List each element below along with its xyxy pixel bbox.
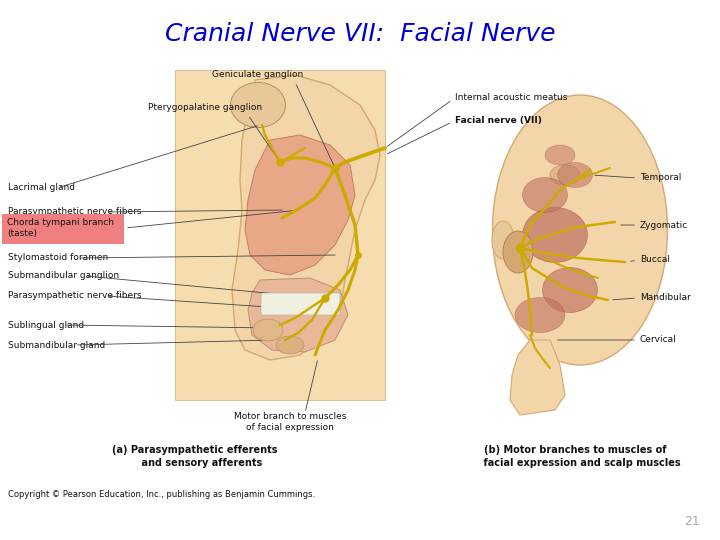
Ellipse shape	[492, 221, 514, 259]
Text: Facial nerve (VII): Facial nerve (VII)	[455, 116, 542, 125]
Polygon shape	[510, 340, 565, 415]
Text: Internal acoustic meatus: Internal acoustic meatus	[455, 93, 567, 103]
Text: 21: 21	[684, 515, 700, 528]
Ellipse shape	[230, 83, 286, 127]
Text: Submandibular gland: Submandibular gland	[8, 341, 105, 349]
Ellipse shape	[523, 178, 567, 213]
FancyBboxPatch shape	[261, 293, 340, 315]
Polygon shape	[248, 278, 348, 352]
Ellipse shape	[550, 165, 580, 185]
Text: Cranial Nerve VII:  Facial Nerve: Cranial Nerve VII: Facial Nerve	[165, 22, 555, 46]
Text: (b) Motor branches to muscles of
    facial expression and scalp muscles: (b) Motor branches to muscles of facial …	[469, 445, 680, 468]
Ellipse shape	[515, 298, 565, 333]
Ellipse shape	[542, 267, 598, 313]
Text: Buccal: Buccal	[640, 255, 670, 265]
Text: Zygomatic: Zygomatic	[640, 220, 688, 230]
Ellipse shape	[253, 319, 283, 341]
Text: Chorda tympani branch
(taste): Chorda tympani branch (taste)	[7, 218, 114, 238]
Text: Mandibular: Mandibular	[640, 294, 690, 302]
FancyBboxPatch shape	[2, 214, 124, 244]
Text: Temporal: Temporal	[640, 173, 681, 183]
Polygon shape	[232, 75, 380, 360]
Text: (a) Parasympathetic efferents
    and sensory afferents: (a) Parasympathetic efferents and sensor…	[112, 445, 278, 468]
Ellipse shape	[503, 231, 533, 273]
Ellipse shape	[523, 207, 588, 262]
Text: Lacrimal gland: Lacrimal gland	[8, 184, 75, 192]
Text: Parasympathetic nerve fibers: Parasympathetic nerve fibers	[8, 207, 142, 217]
Ellipse shape	[276, 336, 304, 354]
Ellipse shape	[545, 145, 575, 165]
Ellipse shape	[492, 95, 667, 365]
Ellipse shape	[557, 163, 593, 187]
Text: Pterygopalatine ganglion: Pterygopalatine ganglion	[148, 103, 262, 112]
Text: Parasympathetic nerve fibers: Parasympathetic nerve fibers	[8, 292, 142, 300]
Text: Geniculate ganglion: Geniculate ganglion	[212, 70, 304, 79]
Text: Cervical: Cervical	[640, 335, 677, 345]
Polygon shape	[245, 135, 355, 275]
Text: Motor branch to muscles
of facial expression: Motor branch to muscles of facial expres…	[234, 412, 346, 432]
FancyBboxPatch shape	[175, 70, 385, 400]
Text: Stylomastoid foramen: Stylomastoid foramen	[8, 253, 108, 262]
Text: Copyright © Pearson Education, Inc., publishing as Benjamin Cummings.: Copyright © Pearson Education, Inc., pub…	[8, 490, 315, 499]
Text: Sublingual gland: Sublingual gland	[8, 321, 84, 329]
Text: Submandibular ganglion: Submandibular ganglion	[8, 272, 119, 280]
